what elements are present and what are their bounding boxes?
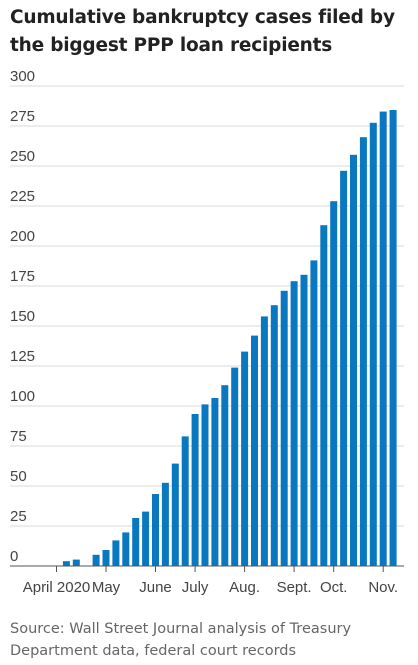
bar bbox=[231, 367, 239, 566]
source-note: Source: Wall Street Journal analysis of … bbox=[10, 621, 352, 659]
y-tick-label: 100 bbox=[10, 388, 35, 405]
y-tick-label: 25 bbox=[10, 508, 27, 525]
bar bbox=[152, 494, 159, 566]
y-tick-label: 225 bbox=[10, 188, 35, 205]
grid-lines bbox=[10, 85, 404, 527]
y-tick-label: 150 bbox=[10, 308, 35, 325]
y-tick-label: 50 bbox=[10, 468, 27, 485]
bar bbox=[310, 260, 318, 566]
x-tick-label: Sept. bbox=[277, 579, 312, 596]
bar bbox=[92, 554, 100, 566]
bar bbox=[181, 436, 189, 566]
bar bbox=[171, 463, 179, 566]
bar bbox=[112, 540, 120, 566]
bar bbox=[260, 316, 268, 566]
bar bbox=[270, 305, 278, 566]
x-tick-label: Oct. bbox=[320, 579, 348, 596]
bar bbox=[102, 550, 110, 566]
bar bbox=[369, 122, 377, 567]
bar bbox=[211, 398, 219, 566]
bar bbox=[132, 518, 140, 566]
bar bbox=[389, 110, 397, 566]
chart-title: Cumulative bankruptcy cases filed by the… bbox=[10, 7, 395, 56]
bar bbox=[62, 561, 70, 566]
x-tick-label: Aug. bbox=[229, 579, 260, 596]
bar bbox=[379, 111, 387, 566]
bar bbox=[280, 290, 288, 566]
y-tick-label: 275 bbox=[10, 108, 35, 125]
bar bbox=[201, 404, 209, 566]
bar bbox=[300, 274, 308, 566]
bar bbox=[251, 335, 258, 566]
bar bbox=[359, 137, 367, 566]
y-axis-tick-labels: 0 25 50 75 100 125 150 175 200 225 250 275 300 bbox=[10, 68, 35, 565]
bar bbox=[122, 532, 130, 566]
bars bbox=[62, 110, 397, 567]
bar bbox=[340, 170, 348, 567]
bar bbox=[290, 281, 298, 566]
bar bbox=[320, 225, 328, 566]
y-tick-label: 0 bbox=[10, 548, 18, 565]
y-tick-label: 125 bbox=[10, 348, 35, 365]
bar bbox=[350, 154, 357, 567]
bar bbox=[221, 385, 229, 566]
bar bbox=[191, 414, 199, 566]
x-axis-tick-labels: April 2020 May June July Aug. Sept. Oct. Nov. bbox=[23, 566, 398, 596]
x-tick-label: Nov. bbox=[368, 579, 398, 596]
bar bbox=[142, 511, 150, 566]
bar-chart: 0 25 50 75 100 125 150 175 200 225 250 275 300 April… bbox=[10, 68, 404, 596]
y-tick-label: 75 bbox=[10, 428, 27, 445]
x-tick-label: June bbox=[139, 579, 172, 596]
x-tick-label: April 2020 bbox=[23, 579, 91, 596]
x-tick-label: July bbox=[182, 579, 209, 596]
x-tick-label: May bbox=[92, 579, 121, 596]
y-tick-label: 300 bbox=[10, 68, 35, 85]
y-tick-label: 175 bbox=[10, 268, 35, 285]
bar bbox=[330, 201, 338, 566]
bar bbox=[241, 351, 249, 566]
y-tick-label: 200 bbox=[10, 228, 35, 245]
y-tick-label: 250 bbox=[10, 148, 35, 165]
bar bbox=[161, 482, 169, 566]
bar bbox=[72, 559, 80, 566]
